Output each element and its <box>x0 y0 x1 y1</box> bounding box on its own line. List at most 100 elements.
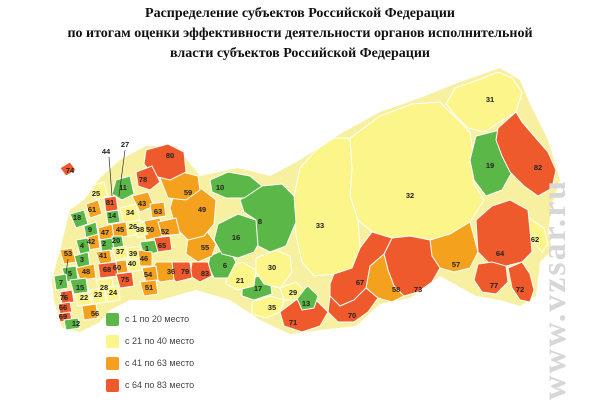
region-label-39: 39 <box>129 249 137 258</box>
region-66[interactable] <box>57 301 73 315</box>
legend-label-2: с 21 по 40 место <box>125 336 195 346</box>
region-63[interactable] <box>149 201 167 219</box>
region-46[interactable] <box>137 249 153 267</box>
region-label-37: 37 <box>116 247 124 256</box>
region-label-52: 52 <box>161 227 169 236</box>
region-label-26: 26 <box>129 222 137 231</box>
region-29[interactable] <box>279 281 305 301</box>
region-82[interactable] <box>495 111 557 197</box>
region-label-29: 29 <box>289 288 297 297</box>
region-label-75: 75 <box>121 275 129 284</box>
legend-label-4: с 64 по 83 место <box>125 380 195 390</box>
region-label-65: 65 <box>158 241 166 250</box>
region-74[interactable] <box>59 161 77 177</box>
region-61[interactable] <box>85 199 103 219</box>
region-label-66: 66 <box>59 303 67 312</box>
region-75[interactable] <box>115 271 135 289</box>
region-23[interactable] <box>89 287 107 305</box>
region-33[interactable] <box>293 137 361 277</box>
region-label-1: 1 <box>145 244 149 253</box>
legend-swatch-1 <box>106 312 119 326</box>
legend-swatch-3 <box>106 356 119 370</box>
region-35[interactable] <box>251 295 285 319</box>
region-label-55: 55 <box>201 243 209 252</box>
region-15[interactable] <box>69 277 89 295</box>
region-label-45: 45 <box>116 225 124 234</box>
region-72[interactable] <box>507 261 535 303</box>
region-53[interactable] <box>59 247 77 265</box>
region-label-16: 16 <box>232 233 240 242</box>
region-78[interactable] <box>135 165 161 191</box>
region-label-5: 5 <box>68 269 72 278</box>
map-title: Распределение субъектов Российской Федер… <box>20 4 580 64</box>
region-4[interactable] <box>75 237 91 255</box>
region-label-15: 15 <box>76 283 84 292</box>
region-label-82: 82 <box>534 163 542 172</box>
region-label-32: 32 <box>406 191 414 200</box>
region-label-64: 64 <box>496 249 505 258</box>
region-64[interactable] <box>475 199 533 267</box>
map-legend: с 1 по 20 место с 21 по 40 место с 41 по… <box>106 308 194 396</box>
region-label-21: 21 <box>236 276 244 285</box>
legend-item-4: с 64 по 83 место <box>106 374 194 396</box>
region-52[interactable] <box>157 217 181 237</box>
region-40[interactable] <box>125 257 143 273</box>
region-label-67: 67 <box>356 278 364 287</box>
region-label-61: 61 <box>88 205 96 214</box>
region-label-18: 18 <box>73 213 81 222</box>
region-51[interactable] <box>139 279 159 297</box>
region-65[interactable] <box>153 235 173 253</box>
region-10[interactable] <box>209 171 263 199</box>
legend-item-2: с 21 по 40 место <box>106 330 194 352</box>
legend-item-1: с 1 по 20 место <box>106 308 194 330</box>
region-label-56: 56 <box>91 309 99 318</box>
region-label-30: 30 <box>268 263 276 272</box>
region-label-53: 53 <box>64 249 72 258</box>
region-label-17: 17 <box>254 284 262 293</box>
legend-swatch-2 <box>106 334 119 348</box>
region-label-62: 62 <box>531 235 539 244</box>
region-37[interactable] <box>111 245 129 261</box>
region-label-76: 76 <box>60 293 68 302</box>
region-21[interactable] <box>225 261 257 291</box>
region-label-58: 58 <box>392 285 400 294</box>
region-layer <box>52 68 560 334</box>
region-18[interactable] <box>69 209 89 229</box>
region-label-80: 80 <box>166 151 174 160</box>
region-25[interactable] <box>91 181 109 201</box>
region-label-31: 31 <box>486 95 494 104</box>
region-label-33: 33 <box>316 221 324 230</box>
region-14[interactable] <box>105 209 121 225</box>
region-label-22: 22 <box>80 293 88 302</box>
region-label-11: 11 <box>119 183 127 192</box>
region-label-4: 4 <box>80 241 85 250</box>
region-label-20: 20 <box>112 236 120 245</box>
region-31[interactable] <box>445 71 523 133</box>
region-76[interactable] <box>59 289 75 305</box>
region-label-47: 47 <box>101 228 109 237</box>
region-48[interactable] <box>75 263 97 281</box>
region-54[interactable] <box>141 265 159 283</box>
region-label-35: 35 <box>268 303 276 312</box>
leader-line-44 <box>108 156 113 197</box>
region-12[interactable] <box>63 317 81 331</box>
region-label-70: 70 <box>348 311 356 320</box>
region-label-49: 49 <box>198 205 206 214</box>
region-24[interactable] <box>103 285 121 303</box>
region-30[interactable] <box>255 249 293 289</box>
region-label-43: 43 <box>138 199 146 208</box>
region-label-73: 73 <box>414 285 422 294</box>
region-56[interactable] <box>81 303 99 321</box>
legend-label-1: с 1 по 20 место <box>125 314 190 324</box>
region-77[interactable] <box>473 261 509 295</box>
region-70[interactable] <box>327 287 379 323</box>
region-label-83: 83 <box>201 269 209 278</box>
region-8[interactable] <box>239 183 297 253</box>
region-11[interactable] <box>111 175 135 201</box>
region-7[interactable] <box>53 273 69 291</box>
region-16[interactable] <box>213 213 263 259</box>
leader-line-27 <box>118 149 126 197</box>
region-label-12: 12 <box>72 319 80 328</box>
region-38[interactable] <box>133 221 149 239</box>
